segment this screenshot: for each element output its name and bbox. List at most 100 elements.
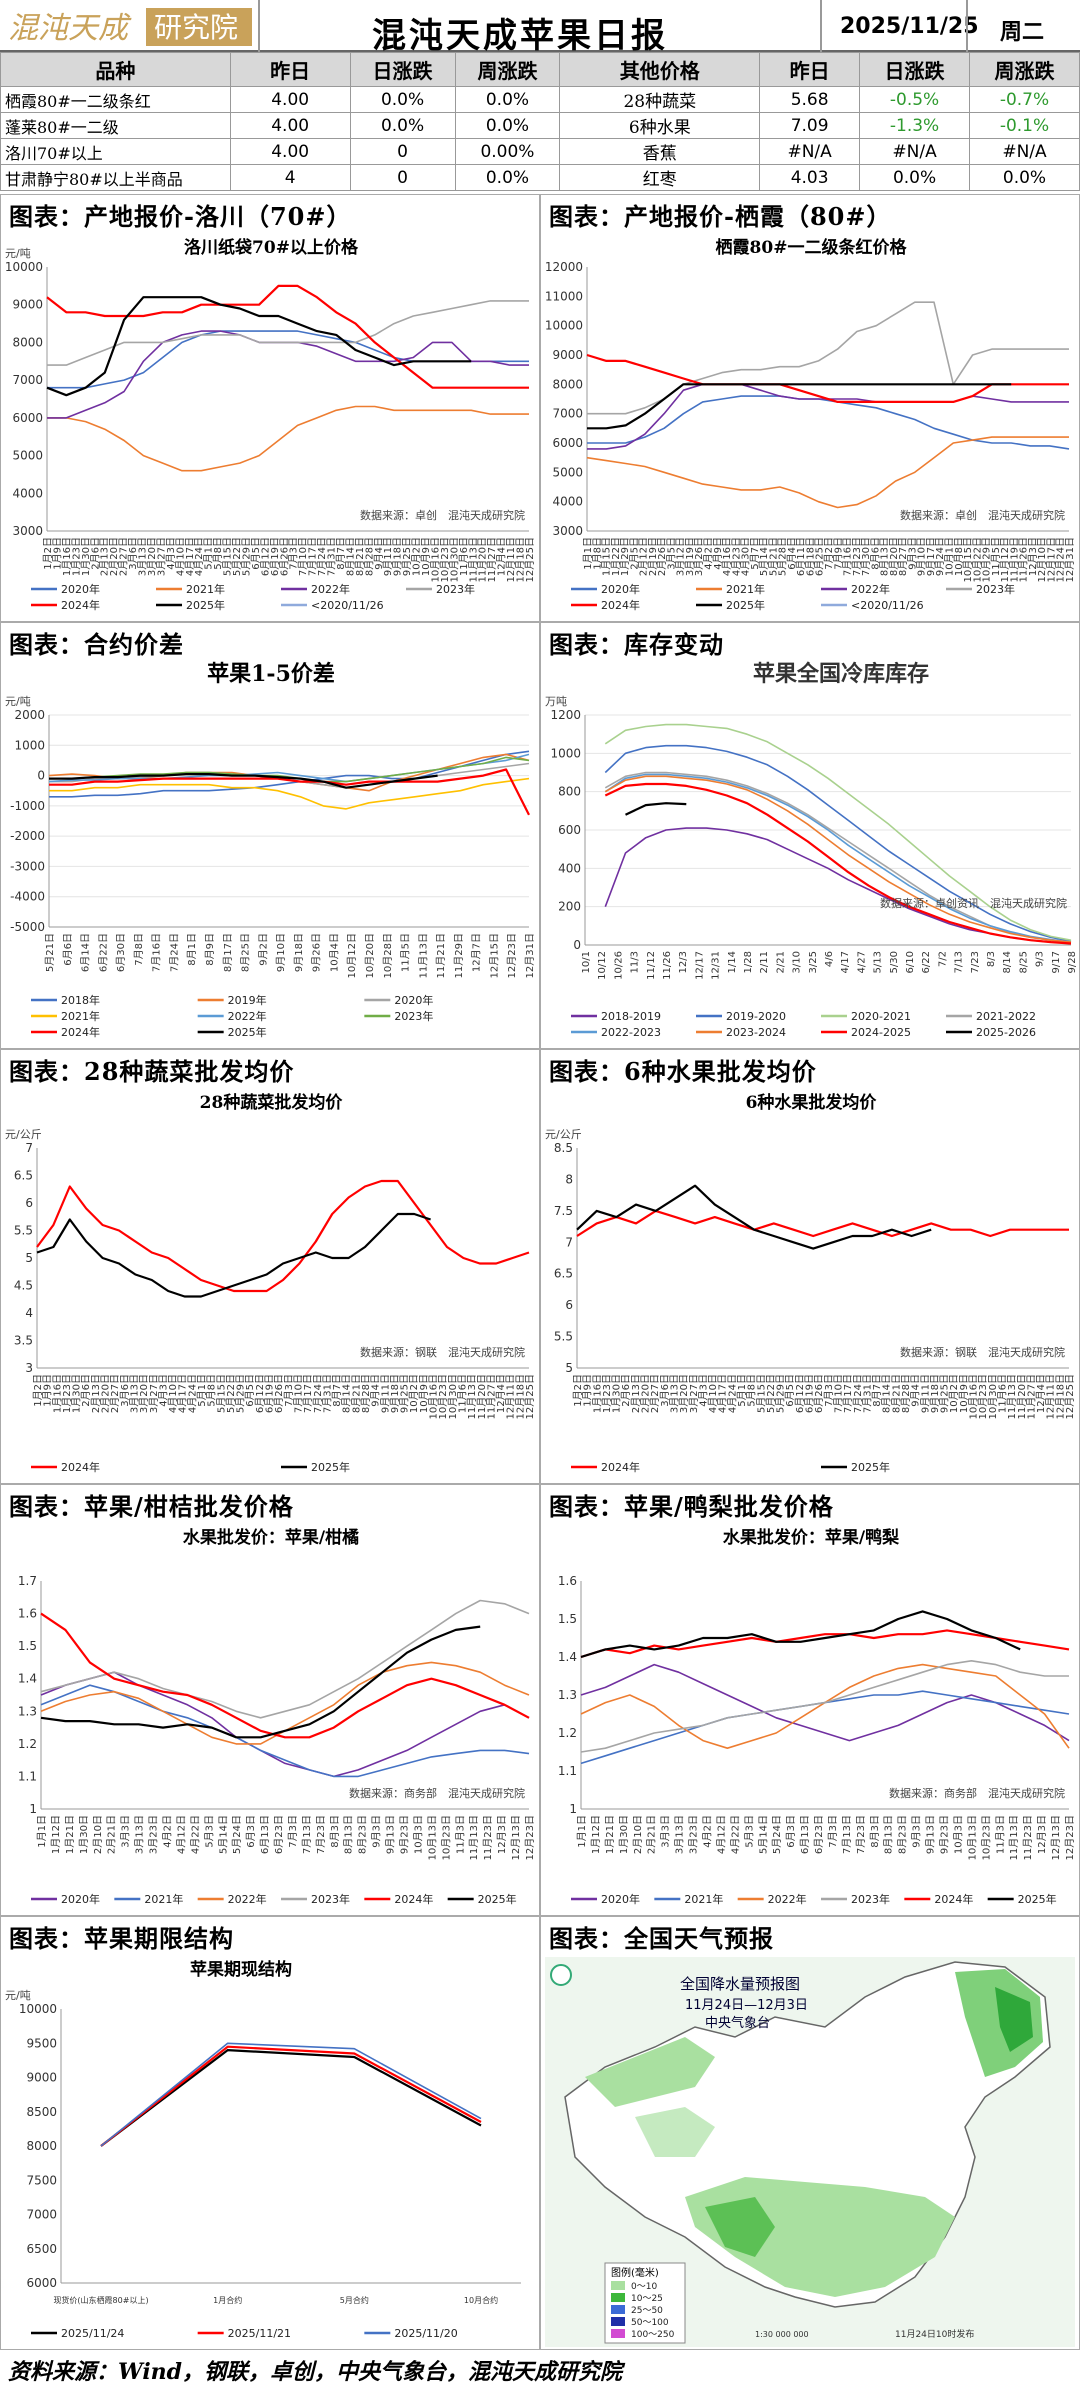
panel-title: 图表：苹果期限结构 bbox=[9, 1924, 234, 1953]
x-tick-label: 4月24日 bbox=[193, 537, 205, 576]
legend-label: 2024年 bbox=[61, 1025, 100, 1039]
table-cell: 5.68 bbox=[759, 86, 861, 113]
x-tick-label: 7月31日 bbox=[861, 1374, 873, 1413]
col-header: 周涨跌 bbox=[969, 52, 1080, 87]
x-tick-label: 7月3日 bbox=[288, 537, 300, 570]
table-cell: 香蕉 bbox=[559, 138, 761, 165]
x-tick-label: 4月2日 bbox=[161, 1815, 173, 1848]
x-tick-label: 8月14日 bbox=[881, 1374, 893, 1413]
chart-title: 洛川纸袋70#以上价格 bbox=[184, 237, 359, 258]
y-tick-label: 9500 bbox=[26, 2036, 57, 2050]
x-tick-label: 5月29日 bbox=[240, 537, 252, 576]
x-tick-label: 9月18日 bbox=[929, 1374, 941, 1413]
x-tick-label: 12月3日 bbox=[1027, 537, 1039, 576]
legend-label: 2019年 bbox=[228, 993, 267, 1007]
x-tick-label: 7月3日 bbox=[287, 1815, 299, 1848]
y-tick-label: 9000 bbox=[26, 2071, 57, 2085]
x-tick-label: 6月5日 bbox=[784, 1374, 796, 1407]
x-tick-label: 7月31日 bbox=[326, 537, 338, 576]
x-tick-label: 11月5日 bbox=[990, 537, 1002, 576]
y-tick-label: 1.5 bbox=[558, 1612, 577, 1626]
y-tick-label: 200 bbox=[558, 900, 581, 914]
x-tick-label: 11月3日 bbox=[454, 1815, 466, 1854]
x-tick-label: 3月27日 bbox=[155, 537, 167, 576]
y-tick-label: 1.4 bbox=[558, 1650, 577, 1664]
y-axis-label: 元/吨 bbox=[5, 247, 31, 260]
panel-title: 图表：产地报价-洛川（70#） bbox=[9, 202, 352, 231]
series-line bbox=[576, 1184, 932, 1250]
series-line bbox=[47, 300, 529, 366]
table-cell: 甘肃静宁80#以上半商品 bbox=[0, 164, 231, 191]
y-tick-label: 1200 bbox=[550, 708, 581, 722]
table-cell: 4.00 bbox=[229, 112, 351, 139]
y-tick-label: 800 bbox=[558, 785, 581, 799]
legend-label: 2018-2019 bbox=[601, 1010, 661, 1023]
series-line bbox=[580, 1629, 1070, 1659]
x-tick-label: 6月25日 bbox=[814, 537, 826, 576]
y-tick-label: -2000 bbox=[10, 829, 45, 843]
x-tick-label: 5月15日 bbox=[222, 537, 234, 576]
data-source-label: 数据来源：卓创 混沌天成研究院 bbox=[900, 508, 1065, 522]
chart-title: 28种蔬菜批发均价 bbox=[200, 1092, 344, 1113]
legend-label: 2023-2024 bbox=[726, 1026, 786, 1039]
table-cell: 0.0% bbox=[859, 164, 970, 191]
table-cell: -0.7% bbox=[969, 86, 1080, 113]
x-tick-label: 6月3日 bbox=[785, 1815, 797, 1848]
legend-label: 2025/11/20 bbox=[394, 2327, 457, 2340]
x-tick-label: 9月3日 bbox=[911, 1815, 923, 1848]
x-tick-label: 10月23日 bbox=[440, 1815, 452, 1860]
x-tick-label: 6月3日 bbox=[245, 1815, 257, 1848]
panel-qixia-price: 图表：产地报价-栖霞（80#） 栖霞80#一二级条红价格 3000 4000 5000… bbox=[540, 194, 1080, 622]
y-tick-label: 1.6 bbox=[18, 1607, 37, 1621]
table-row: 蓬莱80#一二级 4.00 0.0% 0.0% 6种水果 7.09 -1.3% -0.1% bbox=[0, 112, 1080, 139]
x-tick-label: 3月3日 bbox=[120, 1815, 132, 1848]
y-tick-label: 10000 bbox=[545, 319, 583, 333]
x-tick-label: 6月4日 bbox=[786, 537, 798, 570]
x-tick-label: 4月2日 bbox=[703, 537, 715, 570]
x-tick-label: 6月14日 bbox=[80, 933, 92, 972]
x-tick-label: 10月20日 bbox=[364, 933, 376, 978]
data-source-label: 数据来源：商务部 混沌天成研究院 bbox=[889, 1786, 1065, 1800]
x-tick-label: 12月11日 bbox=[505, 1374, 517, 1419]
y-tick-label: 1000 bbox=[14, 738, 45, 752]
x-tick-label: 5月24日 bbox=[231, 1815, 243, 1854]
y-tick-label: 9000 bbox=[552, 348, 583, 362]
x-tick-label: 2月6日 bbox=[80, 1374, 92, 1407]
x-tick-label: 7月16日 bbox=[151, 933, 163, 972]
x-tick-label: 1月16日 bbox=[591, 1374, 603, 1413]
x-tick-label: 9月26日 bbox=[311, 933, 323, 972]
map-legend-items: 0～10 10～25 25～50 50～100 100～250 bbox=[611, 2281, 675, 2340]
x-tick-label: 10月23日 bbox=[437, 1374, 449, 1419]
x-tick-label: 11月23日 bbox=[1022, 1815, 1034, 1860]
map-legend-swatch bbox=[611, 2305, 625, 2314]
y-tick-label: 4 bbox=[25, 1306, 33, 1320]
legend-label: 2024年 bbox=[601, 598, 640, 612]
x-tick-label: 8月9日 bbox=[204, 933, 216, 966]
x-tick-label: 10月4日 bbox=[328, 933, 340, 972]
x-tick-label: 8月27日 bbox=[897, 537, 909, 576]
legend-label: 2025/11/24 bbox=[61, 2327, 124, 2340]
series-line bbox=[587, 383, 1012, 430]
map-legend-label: 50～100 bbox=[631, 2318, 669, 2328]
legend-label: 2021年 bbox=[61, 1009, 100, 1023]
x-tick-label: 10月29日 bbox=[981, 537, 993, 582]
logo-box-text: 研究院 bbox=[154, 11, 238, 44]
panel-inventory: 图表：库存变动 苹果全国冷库库存 万吨 0 200 400 600 800 1000 1200 1… bbox=[540, 622, 1080, 1049]
x-tick-label: 12/17 bbox=[694, 951, 705, 980]
x-tick-label: 10月28日 bbox=[382, 933, 394, 978]
x-tick-label: 8月14日 bbox=[344, 537, 356, 576]
legend-label: 2022年 bbox=[228, 1009, 267, 1023]
chart-qixia-price: 栖霞80#一二级条红价格 3000 4000 5000 6000 7000 8000 9000… bbox=[545, 237, 1076, 612]
x-tick-label: 1月12日 bbox=[50, 1815, 62, 1854]
x-tick-label: 9月11日 bbox=[379, 1374, 391, 1413]
x-tick-label: 8月13日 bbox=[883, 1815, 895, 1854]
panel-luochuan-price: 图表：产地报价-洛川（70#） 洛川纸袋70#以上价格 元/吨 3000 4000 50… bbox=[0, 194, 540, 622]
x-tick-label: 9/3 bbox=[1035, 951, 1046, 967]
y-tick-label: 10000 bbox=[19, 2002, 57, 2016]
legend-label: 2024-2025 bbox=[851, 1026, 911, 1039]
x-tick-label: 6月18日 bbox=[804, 537, 816, 576]
x-tick-label: 5月29日 bbox=[235, 1374, 247, 1413]
map-org: 中央气象台 bbox=[705, 2015, 770, 2031]
